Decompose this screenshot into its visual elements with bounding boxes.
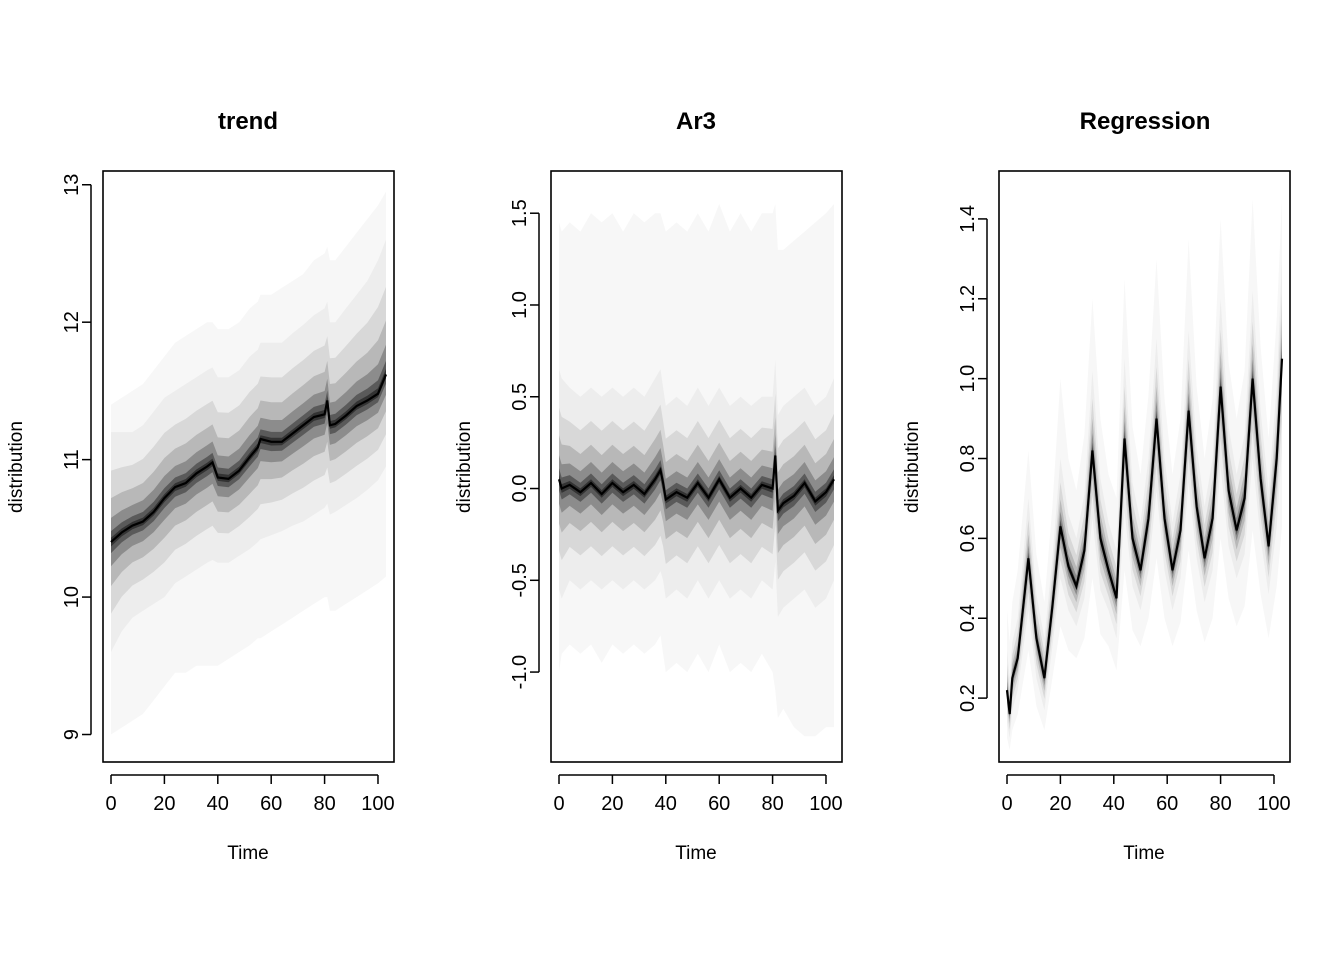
y-axis-label: distribution [6,421,27,513]
x-tick-label: 0 [1001,793,1012,815]
x-axis-label: Time [227,843,269,864]
density-band [1007,258,1282,738]
x-tick-label: 100 [361,793,394,815]
y-tick-label: 1.0 [509,291,531,319]
x-tick-label: 0 [553,793,564,815]
y-tick-label: 0.0 [509,475,531,503]
x-tick-label: 100 [1257,793,1290,815]
panel-trend: trend 0 20 40 60 80 100 9 10 11 12 13 Time distri… [6,108,395,864]
y-tick-label: 12 [61,311,83,333]
y-tick-label: 0.5 [509,383,531,411]
x-axis: 0 20 40 60 80 100 [1001,774,1291,815]
density-band [1007,293,1282,730]
plot-frame [998,170,1291,763]
x-axis-label: Time [1123,843,1165,864]
x-axis: 0 20 40 60 80 100 [553,774,843,815]
plot-area [998,170,1291,763]
x-tick-label: 80 [1209,793,1231,815]
chart-title: Regression [1080,108,1211,135]
x-tick-label: 20 [601,793,623,815]
y-tick-label: 1.5 [509,199,531,227]
x-tick-label: 60 [708,793,730,815]
x-tick-label: 40 [655,793,677,815]
x-tick-label: 80 [313,793,335,815]
y-axis: 0.2 0.4 0.6 0.8 1.0 1.2 1.4 [957,205,988,712]
y-tick-label: 0.4 [957,604,979,632]
y-axis-label: distribution [902,421,923,513]
panel-regression: Regression 0 20 40 60 80 100 0.2 0.4 0.6 0.8 1.0 1… [902,108,1291,864]
x-tick-label: 20 [1049,793,1071,815]
plot-area [550,170,843,763]
x-tick-label: 60 [1156,793,1178,815]
x-axis: 0 20 40 60 80 100 [105,774,395,815]
y-tick-label: 9 [61,729,83,740]
chart-title: Ar3 [676,108,716,135]
y-axis: -1.0 -0.5 0.0 0.5 1.0 1.5 [509,199,540,689]
x-axis-label: Time [675,843,717,864]
x-tick-label: 40 [207,793,229,815]
y-tick-label: 13 [61,174,83,196]
plot-frame [550,170,843,763]
chart-title: trend [218,108,278,135]
y-tick-label: 1.0 [957,365,979,393]
y-tick-label: -1.0 [509,655,531,689]
x-tick-label: 20 [153,793,175,815]
panel-ar3: Ar3 0 20 40 60 80 100 -1.0 -0.5 0.0 0.5 1.0 1.5 Ti… [454,108,843,864]
y-tick-label: 0.6 [957,524,979,552]
plot-area [102,170,395,763]
y-tick-label: 1.2 [957,285,979,313]
y-axis: 9 10 11 12 13 [61,174,92,740]
median-line [557,455,835,514]
plot-frame [102,170,395,763]
y-tick-label: 11 [61,449,83,470]
y-tick-label: 1.4 [957,205,979,233]
y-tick-label: 10 [61,586,83,608]
median-line [110,373,388,543]
x-tick-label: 0 [105,793,116,815]
y-tick-label: -0.5 [509,563,531,597]
median-line [1005,358,1284,715]
x-tick-label: 60 [260,793,282,815]
x-tick-label: 40 [1103,793,1125,815]
y-tick-label: 0.8 [957,445,979,473]
x-tick-label: 80 [761,793,783,815]
y-tick-label: 0.2 [957,684,979,712]
x-tick-label: 100 [809,793,842,815]
y-axis-label: distribution [454,421,475,513]
